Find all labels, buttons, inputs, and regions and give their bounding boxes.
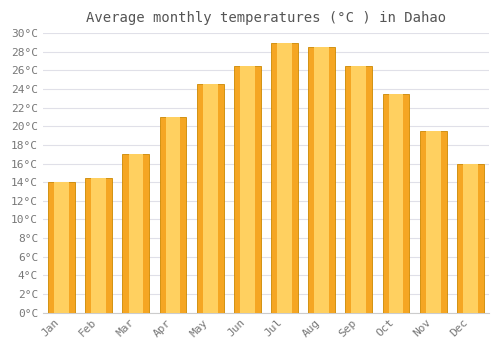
Bar	[457, 163, 483, 313]
Bar	[463, 163, 477, 313]
Bar	[420, 131, 446, 313]
Bar	[122, 154, 149, 313]
Bar	[160, 117, 186, 313]
Bar	[92, 177, 106, 313]
Bar	[197, 84, 224, 313]
Bar	[48, 182, 75, 313]
Bar	[308, 47, 335, 313]
Bar	[240, 66, 254, 313]
Bar	[271, 43, 298, 313]
Bar	[234, 66, 260, 313]
Bar	[388, 94, 404, 313]
Bar	[382, 94, 409, 313]
Bar	[128, 154, 143, 313]
Bar	[166, 117, 180, 313]
Bar	[426, 131, 440, 313]
Bar	[346, 66, 372, 313]
Bar	[54, 182, 69, 313]
Bar	[86, 177, 112, 313]
Bar	[352, 66, 366, 313]
Title: Average monthly temperatures (°C ) in Dahao: Average monthly temperatures (°C ) in Da…	[86, 11, 446, 25]
Bar	[203, 84, 218, 313]
Bar	[277, 43, 292, 313]
Bar	[314, 47, 329, 313]
